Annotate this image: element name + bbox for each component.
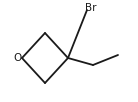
- Text: Br: Br: [85, 3, 97, 13]
- Text: O: O: [13, 53, 21, 63]
